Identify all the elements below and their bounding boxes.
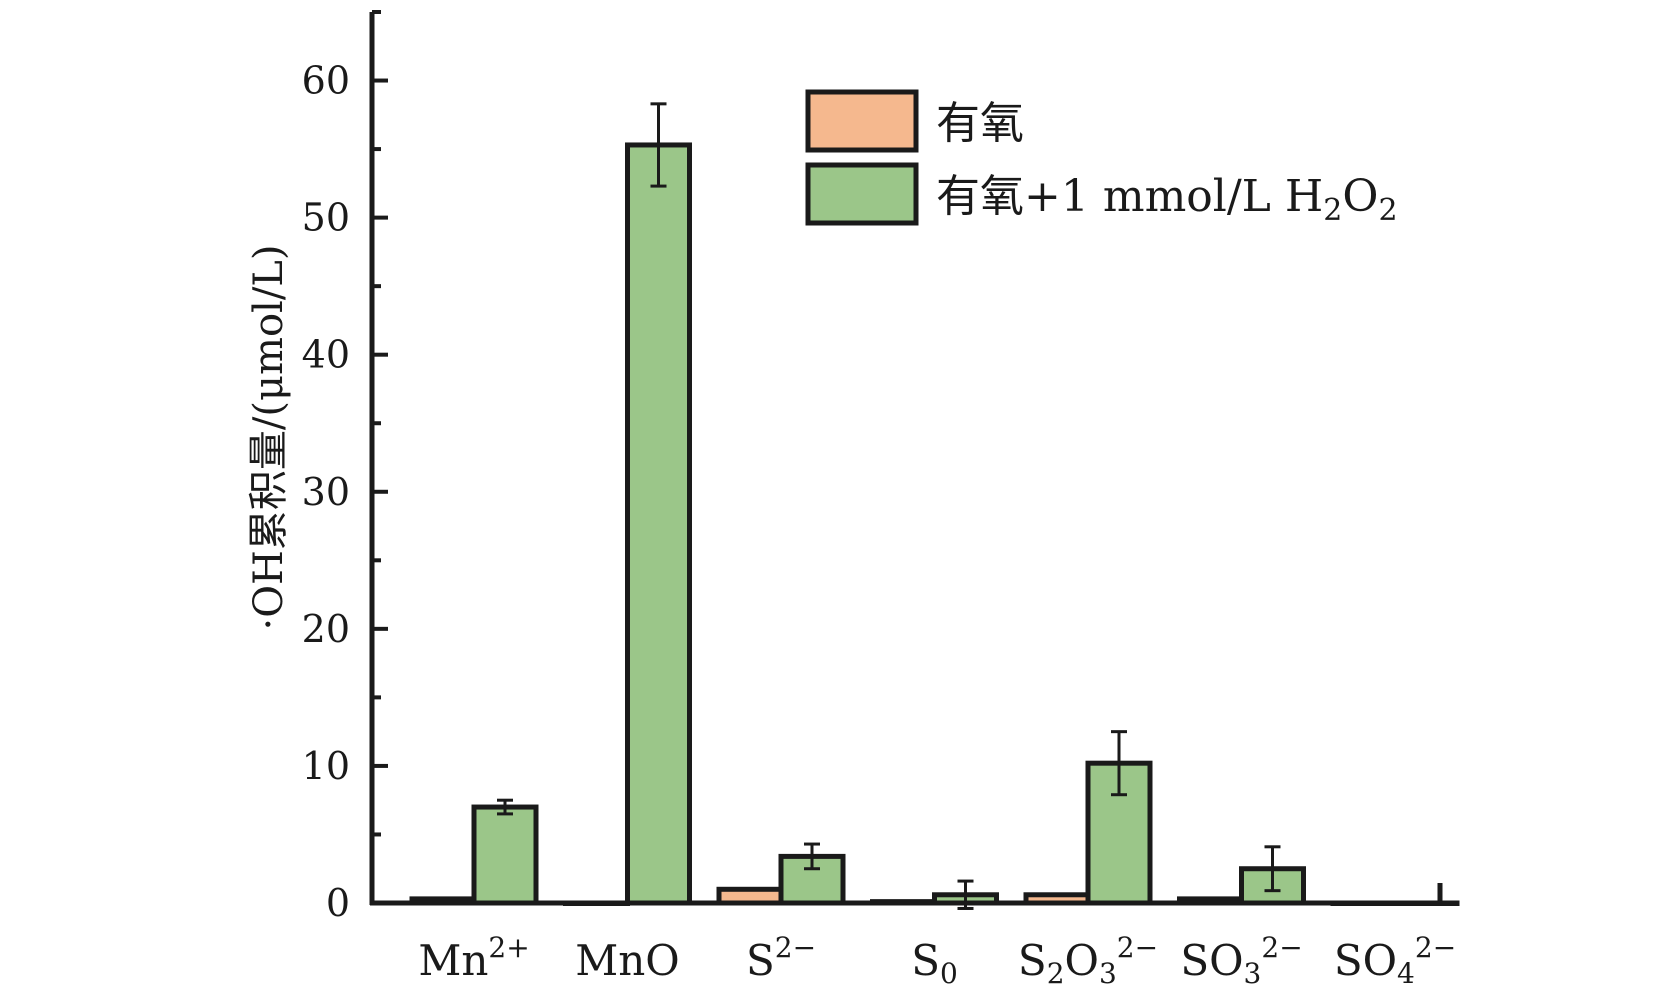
error-bar-s2-5: [1111, 730, 1127, 797]
legend-item-2: 有氧+1 mmol/L H2O2: [805, 162, 1398, 228]
bar-s2-2: [625, 142, 692, 906]
bar-s2-1: [471, 804, 539, 906]
error-bar-s2-6: [1264, 845, 1281, 893]
x-category-label: S2−: [746, 931, 816, 985]
y-tick-label: 0: [326, 881, 350, 925]
y-tick-label: 30: [302, 470, 350, 514]
bars-layer: [409, 102, 1460, 910]
legend-label: 有氧+1 mmol/L H2O2: [936, 171, 1398, 228]
legend-label: 有氧: [936, 98, 1024, 149]
x-category-label: MnO: [575, 936, 680, 985]
error-bar-s2-3: [804, 842, 820, 871]
error-bar-s2-1: [497, 798, 513, 816]
error-bar-s2-2: [650, 102, 667, 188]
axes-layer: [369, 10, 1443, 906]
x-category-label: SO32−: [1180, 931, 1302, 987]
y-tick-label: 40: [302, 333, 350, 377]
x-category-label: S0: [911, 936, 958, 987]
y-tick-label: 10: [302, 744, 350, 788]
legend-swatch: [805, 89, 919, 153]
x-category-label: Mn2+: [418, 931, 529, 985]
x-category-label: S2O32−: [1018, 931, 1158, 987]
y-tick-label: 50: [302, 196, 350, 240]
labels-layer: 0 10 20 30 40 50 60 ·OH累积量/(μmol/L) Mn2+ MnO S2− S0…: [246, 59, 1456, 987]
x-category-label: SO42−: [1334, 931, 1456, 987]
y-tick-label: 60: [302, 59, 350, 103]
legend-item-1: 有氧: [805, 89, 1024, 153]
legend-swatch: [805, 162, 919, 226]
y-axis-title: ·OH累积量/(μmol/L): [246, 245, 292, 631]
y-tick-label: 20: [302, 607, 350, 651]
